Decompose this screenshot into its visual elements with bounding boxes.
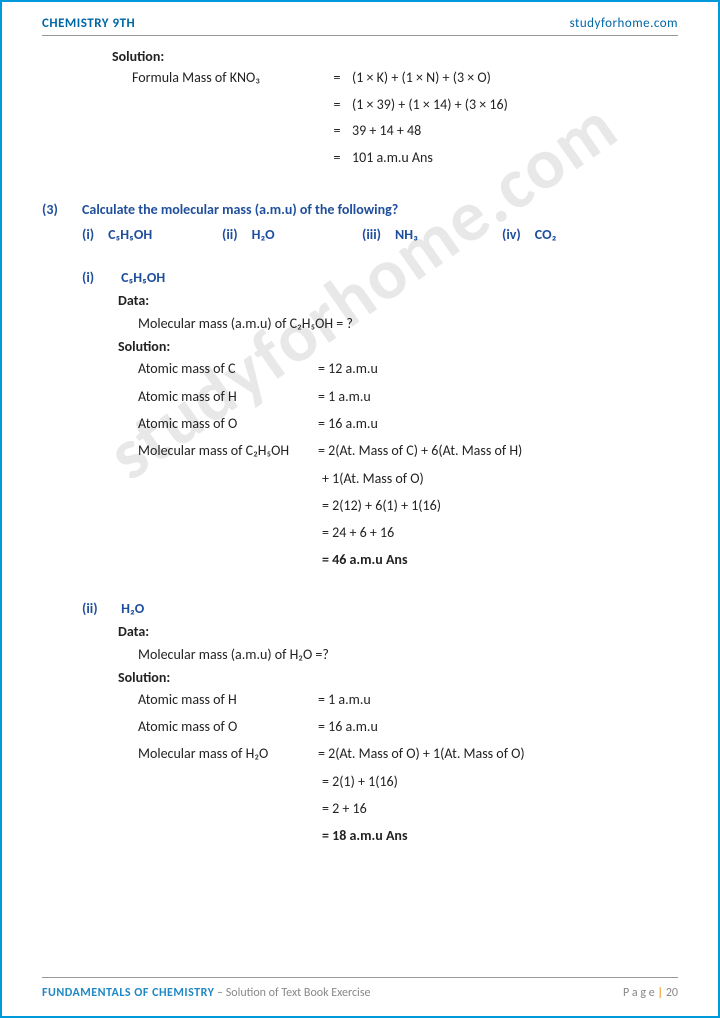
content-area: studyforhome.com Solution: Formula Mass …: [2, 36, 718, 850]
header-subject: CHEMISTRY 9TH: [42, 16, 135, 31]
equation-row: = 39 + 14 + 48: [132, 118, 678, 145]
solution-cont: = 24 + 6 + 16: [138, 519, 678, 546]
eq-sign: =: [322, 145, 352, 172]
page-label: P a g e: [623, 986, 657, 1000]
page-bar-icon: |: [657, 986, 665, 1000]
equation-row: Formula Mass of KNO₃ = (1 × K) + (1 × N)…: [132, 65, 678, 92]
eq-lhs: [132, 118, 322, 145]
footer-subtitle: – Solution of Text Book Exercise: [214, 986, 370, 1000]
equation-row: = 101 a.m.u Ans: [132, 145, 678, 172]
option-i: (i)C₅H₅OH: [82, 226, 222, 243]
eq-lhs: [132, 145, 322, 172]
solution-row: Molecular mass of C₂H₅OH= 2(At. Mass of …: [138, 437, 678, 464]
eq-sign: =: [322, 118, 352, 145]
eq-lhs: [132, 92, 322, 119]
question-text: Calculate the molecular mass (a.m.u) of …: [82, 201, 678, 218]
solution-row: Atomic mass of O= 16 a.m.u: [138, 713, 678, 740]
solution-row: Atomic mass of H= 1 a.m.u: [138, 686, 678, 713]
part-i: (i) C₅H₅OH: [82, 269, 678, 286]
part-label: (i): [82, 269, 118, 286]
data-heading: Data:: [118, 623, 678, 640]
options-row: (i)C₅H₅OH (ii)H₂O (iii)NH₃ (iv)CO₂: [82, 226, 678, 243]
part-ii: (ii) H₂O: [82, 600, 678, 617]
header-site: studyforhome.com: [570, 16, 678, 31]
part-formula: C₅H₅OH: [121, 269, 165, 286]
solution-cont: = 2 + 16: [138, 795, 678, 822]
solution-answer: = 46 a.m.u Ans: [138, 546, 678, 573]
document-page: CHEMISTRY 9TH studyforhome.com studyforh…: [0, 0, 720, 1018]
data-line: Molecular mass (a.m.u) of C₂H₅OH = ?: [138, 315, 678, 332]
data-line: Molecular mass (a.m.u) of H₂O =?: [138, 646, 678, 663]
part-formula: H₂O: [121, 600, 144, 617]
eq-rhs: 39 + 14 + 48: [352, 118, 678, 145]
solution-row: Atomic mass of O= 16 a.m.u: [138, 410, 678, 437]
eq-sign: =: [322, 92, 352, 119]
footer-title: FUNDAMENTALS OF CHEMISTRY: [42, 986, 214, 1000]
eq-rhs: (1 × 39) + (1 × 14) + (3 × 16): [352, 92, 678, 119]
page-number: 20: [666, 986, 678, 1000]
data-heading: Data:: [118, 292, 678, 309]
option-iv: (iv)CO₂: [502, 226, 642, 243]
content-inner: Solution: Formula Mass of KNO₃ = (1 × K)…: [42, 48, 678, 850]
equation-row: = (1 × 39) + (1 × 14) + (3 × 16): [132, 92, 678, 119]
solution-cont: + 1(At. Mass of O): [138, 465, 678, 492]
eq-sign: =: [322, 65, 352, 92]
solution-cont: = 2(1) + 1(16): [138, 768, 678, 795]
eq-rhs: (1 × K) + (1 × N) + (3 × O): [352, 65, 678, 92]
solution-cont: = 2(12) + 6(1) + 1(16): [138, 492, 678, 519]
solution-row: Atomic mass of C= 12 a.m.u: [138, 355, 678, 382]
footer-page: P a g e | 20: [623, 986, 678, 1000]
footer: FUNDAMENTALS OF CHEMISTRY – Solution of …: [2, 977, 718, 1016]
solution-heading: Solution:: [112, 48, 678, 65]
question-number: (3): [42, 201, 82, 218]
option-ii: (ii)H₂O: [222, 226, 362, 243]
solution-answer: = 18 a.m.u Ans: [138, 822, 678, 849]
solution-heading: Solution:: [118, 338, 678, 355]
part-label: (ii): [82, 600, 118, 617]
eq-lhs: Formula Mass of KNO₃: [132, 65, 322, 92]
solution-row: Molecular mass of H₂O= 2(At. Mass of O) …: [138, 740, 678, 767]
footer-rule: [42, 977, 678, 978]
solution-heading: Solution:: [118, 669, 678, 686]
footer-row: FUNDAMENTALS OF CHEMISTRY – Solution of …: [42, 986, 678, 1000]
header-bar: CHEMISTRY 9TH studyforhome.com: [2, 2, 718, 35]
option-iii: (iii)NH₃: [362, 226, 502, 243]
eq-rhs: 101 a.m.u Ans: [352, 145, 678, 172]
footer-left: FUNDAMENTALS OF CHEMISTRY – Solution of …: [42, 986, 370, 1000]
solution-row: Atomic mass of H= 1 a.m.u: [138, 383, 678, 410]
question-3: (3) Calculate the molecular mass (a.m.u)…: [42, 201, 678, 218]
